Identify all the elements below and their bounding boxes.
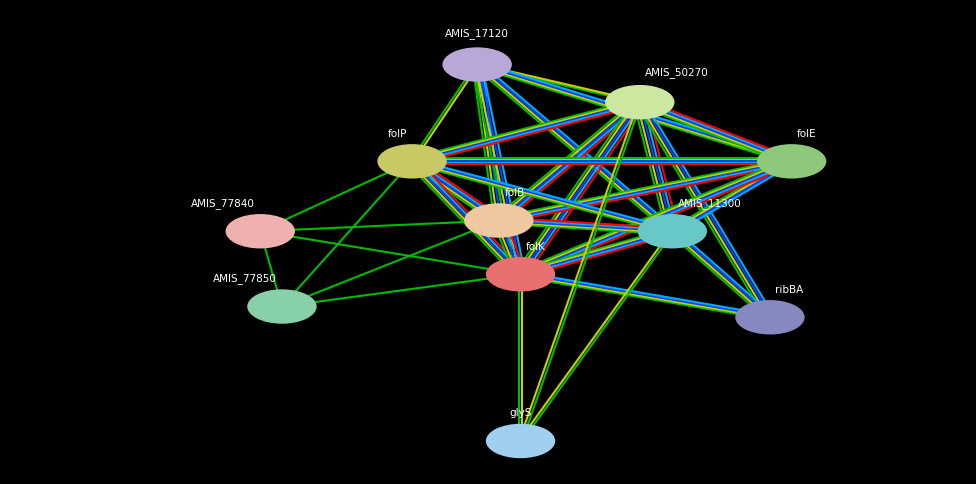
Circle shape	[735, 300, 804, 334]
Circle shape	[442, 47, 511, 82]
Text: AMIS_17120: AMIS_17120	[445, 28, 509, 39]
Text: ribBA: ribBA	[775, 285, 803, 295]
Circle shape	[486, 424, 555, 458]
Text: folE: folE	[797, 129, 817, 139]
Text: AMIS_77850: AMIS_77850	[213, 273, 276, 284]
Text: AMIS_77840: AMIS_77840	[191, 198, 255, 209]
Text: folB: folB	[505, 188, 524, 198]
Circle shape	[637, 214, 707, 248]
Circle shape	[247, 289, 316, 324]
Circle shape	[225, 214, 295, 248]
Text: folP: folP	[387, 129, 407, 139]
Circle shape	[378, 144, 447, 179]
Circle shape	[486, 257, 555, 291]
Circle shape	[465, 203, 534, 238]
Text: glyS: glyS	[509, 408, 532, 418]
Text: folK: folK	[526, 242, 546, 252]
Text: AMIS_11300: AMIS_11300	[677, 198, 742, 209]
Circle shape	[605, 85, 674, 120]
Circle shape	[757, 144, 827, 179]
Text: AMIS_50270: AMIS_50270	[645, 67, 709, 78]
